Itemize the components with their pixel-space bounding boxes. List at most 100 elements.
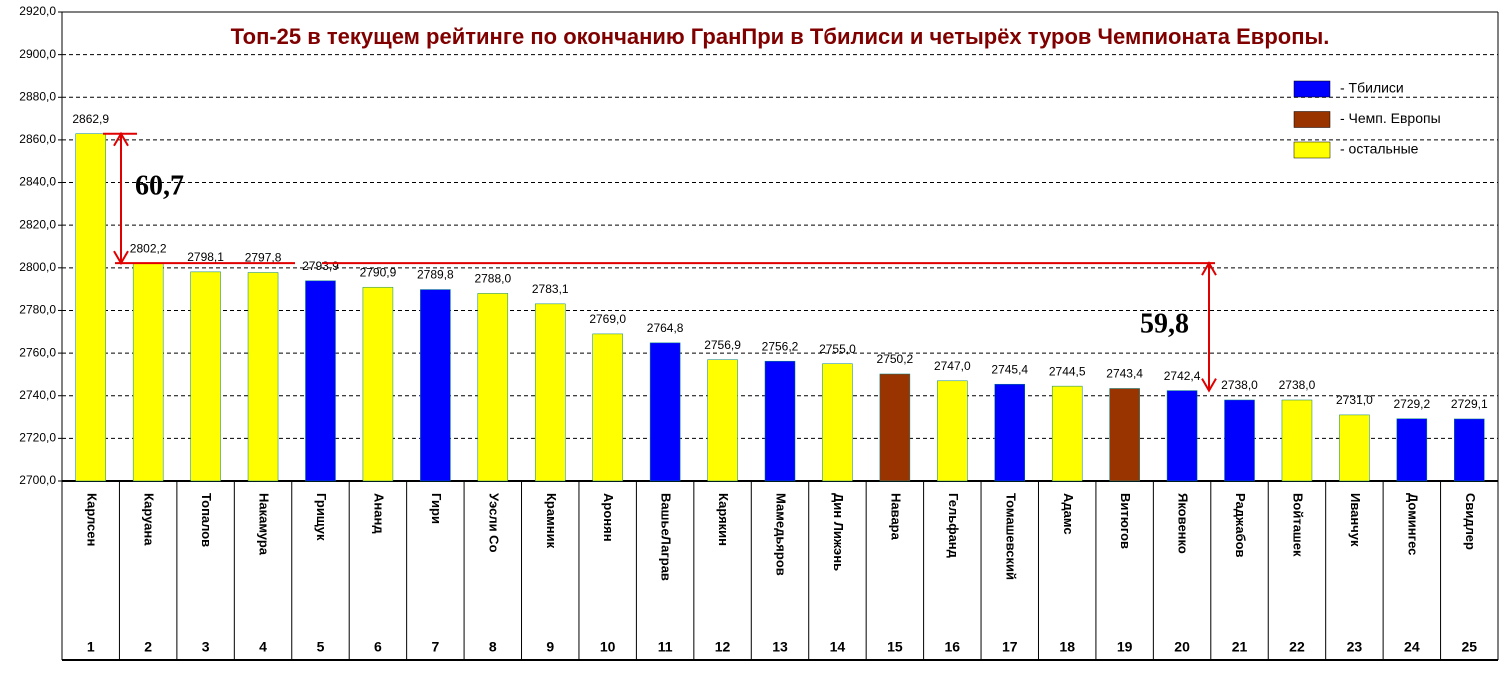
value-label: 2789,8: [417, 268, 454, 282]
bar: [994, 383, 1026, 482]
rank-label: 4: [259, 639, 267, 655]
y-tick-label: 2820,0: [19, 217, 56, 231]
rank-label: 12: [715, 639, 731, 655]
value-label: 2745,4: [991, 362, 1028, 376]
x-tick-label: Накамура: [257, 493, 272, 556]
x-tick-label: Уэсли Со: [486, 493, 501, 553]
x-tick-label: Раджабов: [1233, 493, 1248, 558]
rank-label: 16: [945, 639, 961, 655]
bar: [1166, 390, 1198, 482]
x-tick-label: Томашевский: [1003, 493, 1018, 580]
rank-label: 9: [546, 639, 554, 655]
rank-label: 2: [144, 639, 152, 655]
bar: [822, 363, 853, 482]
value-label: 2769,0: [589, 312, 626, 326]
value-label: 2744,5: [1049, 364, 1086, 378]
x-tick-label: Свидлер: [1463, 493, 1478, 550]
bar: [75, 133, 106, 482]
value-label: 2756,2: [762, 339, 799, 353]
bar: [1109, 388, 1140, 482]
bar: [649, 342, 681, 482]
x-tick-label: Карлсен: [84, 493, 99, 546]
value-label: 2862,9: [72, 112, 109, 126]
x-tick-label: Ананд: [371, 493, 386, 534]
value-label: 2729,1: [1451, 397, 1488, 411]
bar: [1051, 385, 1083, 482]
rank-label: 25: [1461, 639, 1477, 655]
legend-label: - остальные: [1340, 141, 1419, 157]
legend-label: - Тбилиси: [1340, 80, 1404, 96]
legend-swatch: [1293, 141, 1331, 159]
y-tick-label: 2780,0: [19, 303, 56, 317]
bar: [764, 360, 796, 482]
x-tick-label: Иванчук: [1348, 493, 1363, 547]
x-tick-label: Дин Лижэнь: [831, 493, 846, 571]
x-tick-label: Гельфанд: [946, 493, 961, 559]
bar: [707, 359, 738, 482]
rank-label: 17: [1002, 639, 1018, 655]
bar: [190, 271, 221, 482]
rank-label: 14: [830, 639, 846, 655]
y-tick-label: 2720,0: [19, 431, 56, 445]
y-tick-label: 2800,0: [19, 260, 56, 274]
rank-label: 13: [772, 639, 788, 655]
bar: [879, 373, 911, 482]
value-label: 2783,1: [532, 282, 569, 296]
bar: [132, 262, 164, 482]
y-tick-label: 2900,0: [19, 47, 56, 61]
bar: [1339, 414, 1370, 482]
value-label: 2750,2: [877, 352, 914, 366]
x-tick-label: Гири: [429, 493, 444, 524]
x-tick-label: Войташек: [1291, 493, 1306, 557]
rank-label: 20: [1174, 639, 1190, 655]
rank-label: 1: [87, 639, 95, 655]
arrow-head: [1201, 261, 1217, 276]
bar: [305, 280, 336, 482]
rank-label: 11: [658, 639, 673, 655]
value-label: 2738,0: [1279, 378, 1316, 392]
x-tick-label: Витюгов: [1118, 493, 1133, 549]
rank-label: 7: [431, 639, 439, 655]
x-tick-label: Аронян: [601, 493, 616, 542]
value-label: 2731,0: [1336, 393, 1373, 407]
value-label: 2743,4: [1106, 367, 1143, 381]
legend-swatch: [1293, 80, 1331, 98]
x-tick-label: Мамедьяров: [774, 493, 789, 576]
bar: [592, 333, 623, 482]
value-label: 2742,4: [1164, 369, 1201, 383]
x-tick-label: Топалов: [199, 493, 214, 547]
annotation: 60,7: [135, 170, 184, 201]
value-label: 2747,0: [934, 359, 971, 373]
y-tick-label: 2760,0: [19, 345, 56, 359]
y-tick-label: 2840,0: [19, 175, 56, 189]
bar: [937, 380, 968, 482]
arrow-head: [113, 250, 129, 266]
bar: [420, 289, 451, 482]
value-label: 2729,2: [1393, 397, 1430, 411]
arrow-head: [1201, 378, 1217, 393]
bar: [247, 272, 279, 482]
rank-label: 10: [600, 639, 616, 655]
y-tick-label: 2920,0: [19, 4, 56, 18]
arrow-head: [113, 131, 129, 147]
value-label: 2802,2: [130, 241, 167, 255]
x-tick-label: Навара: [888, 493, 903, 541]
y-tick-label: 2880,0: [19, 89, 56, 103]
x-tick-label: Крамник: [544, 493, 559, 549]
bar: [534, 303, 566, 482]
rank-label: 23: [1347, 639, 1363, 655]
y-tick-label: 2740,0: [19, 388, 56, 402]
bar: [1454, 418, 1485, 482]
x-tick-label: Домингес: [1405, 493, 1420, 555]
y-tick-label: 2700,0: [19, 473, 56, 487]
x-tick-label: Грищук: [314, 493, 329, 541]
rank-label: 22: [1289, 639, 1305, 655]
rank-label: 24: [1404, 639, 1420, 655]
bar: [1224, 399, 1255, 482]
value-label: 2797,8: [245, 251, 282, 265]
rank-label: 6: [374, 639, 382, 655]
rank-label: 3: [202, 639, 210, 655]
x-tick-label: Адамс: [1061, 493, 1076, 535]
legend-swatch: [1293, 111, 1331, 128]
